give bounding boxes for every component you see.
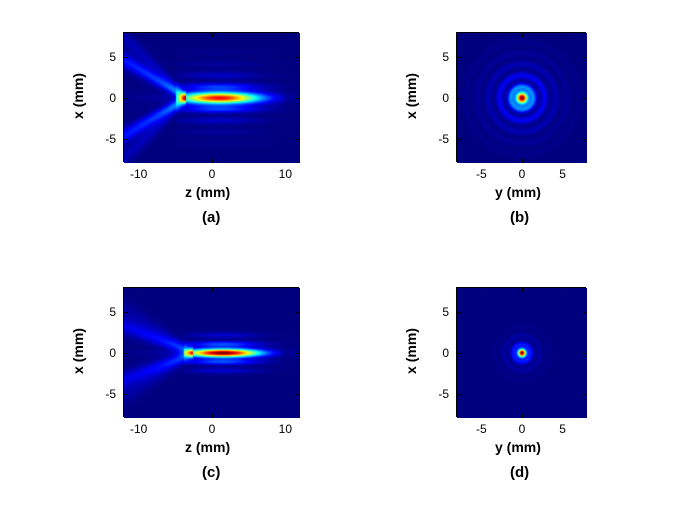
caption-c: (c) — [202, 464, 220, 481]
xlabel-c: z (mm) — [185, 439, 230, 455]
figure-grid: -10010-505 x (mm) z (mm) (a) -505-505 x … — [0, 0, 700, 525]
ytick: 5 — [421, 50, 449, 64]
xtick: 5 — [559, 422, 566, 436]
ytick: -5 — [421, 132, 449, 146]
ytick: 5 — [88, 305, 116, 319]
heatmap-c — [124, 288, 300, 418]
ytick: 5 — [421, 305, 449, 319]
plot-b: -505-505 — [456, 32, 586, 162]
heatmap-b — [457, 33, 587, 163]
xtick: 5 — [559, 167, 566, 181]
ytick: 5 — [88, 50, 116, 64]
caption-d: (d) — [510, 464, 529, 481]
heatmap-a — [124, 33, 300, 163]
ylabel-b: x (mm) — [403, 73, 419, 119]
xtick: 0 — [209, 167, 216, 181]
xtick: 10 — [279, 422, 292, 436]
panel-b: -505-505 — [456, 32, 586, 162]
ylabel-c: x (mm) — [70, 328, 86, 374]
ytick: 0 — [421, 91, 449, 105]
panel-c: -10010-505 — [123, 287, 299, 417]
xtick: -10 — [130, 167, 147, 181]
ytick: 0 — [88, 91, 116, 105]
ytick: -5 — [421, 387, 449, 401]
xtick: 10 — [279, 167, 292, 181]
ylabel-a: x (mm) — [70, 73, 86, 119]
plot-d: -505-505 — [456, 287, 586, 417]
ytick: 0 — [88, 346, 116, 360]
xtick: 0 — [519, 422, 526, 436]
xtick: 0 — [519, 167, 526, 181]
ytick: 0 — [421, 346, 449, 360]
xtick: -5 — [476, 422, 487, 436]
heatmap-d — [457, 288, 587, 418]
plot-c: -10010-505 — [123, 287, 299, 417]
xtick: -5 — [476, 167, 487, 181]
plot-a: -10010-505 — [123, 32, 299, 162]
panel-a: -10010-505 — [123, 32, 299, 162]
ytick: -5 — [88, 132, 116, 146]
caption-b: (b) — [510, 209, 529, 226]
xlabel-b: y (mm) — [495, 184, 541, 200]
xtick: 0 — [209, 422, 216, 436]
ylabel-d: x (mm) — [403, 328, 419, 374]
ytick: -5 — [88, 387, 116, 401]
xlabel-d: y (mm) — [495, 439, 541, 455]
caption-a: (a) — [202, 209, 220, 226]
panel-d: -505-505 — [456, 287, 586, 417]
xtick: -10 — [130, 422, 147, 436]
xlabel-a: z (mm) — [185, 184, 230, 200]
